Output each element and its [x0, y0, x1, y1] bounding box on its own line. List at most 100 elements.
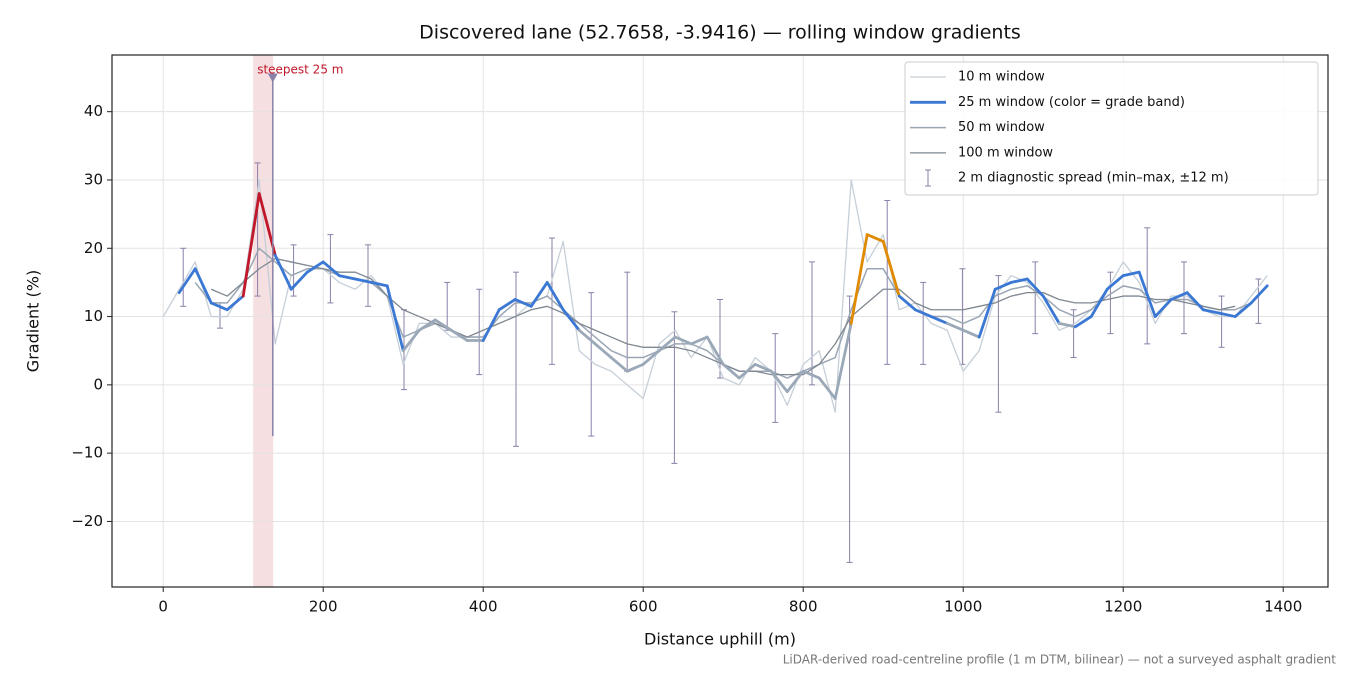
legend-label: 25 m window (color = grade band) [958, 95, 1185, 110]
line-segment [657, 335, 677, 353]
x-tick-label: 1000 [944, 598, 982, 616]
line-segment [273, 253, 293, 291]
line-segment [913, 308, 933, 318]
y-tick-label: 0 [93, 375, 103, 393]
line-segment [1169, 291, 1189, 301]
error-bar [920, 281, 927, 365]
error-bar [846, 295, 853, 563]
x-tick-label: 1400 [1264, 598, 1302, 616]
line-segment [433, 318, 453, 332]
line-segment [737, 362, 757, 380]
error-bar [1070, 309, 1077, 359]
x-tick-label: 0 [158, 598, 168, 616]
y-tick-label: 40 [84, 102, 103, 120]
line-segment [481, 308, 501, 342]
y-tick-label: 20 [84, 239, 103, 257]
line-segment [369, 281, 389, 288]
x-tick-label: 600 [629, 598, 658, 616]
line-segment [817, 376, 837, 400]
line-segment [1137, 270, 1157, 318]
line-segment [881, 240, 901, 298]
line-segment [897, 294, 917, 312]
line-segment [401, 328, 421, 353]
line-segment [801, 369, 821, 380]
plot-frame [111, 54, 1329, 588]
error-bar [513, 271, 519, 447]
line-segment [849, 233, 869, 325]
legend-box [904, 61, 1319, 196]
line-segment [1009, 277, 1029, 284]
line-segment [545, 281, 565, 312]
error-bar [1032, 261, 1039, 335]
line-segment [513, 298, 533, 308]
line-segment [945, 321, 965, 332]
line-segment [1025, 277, 1045, 298]
line-segment [177, 267, 197, 295]
error-bar [809, 261, 815, 386]
line-segment [753, 362, 773, 373]
line-segment [961, 328, 981, 339]
line-segment [833, 321, 853, 400]
line-segment [353, 277, 373, 284]
line-segment [289, 270, 309, 291]
chart-title: Discovered lane (52.7658, -3.9416) — rol… [419, 22, 1021, 44]
y-tick-label: −10 [71, 444, 103, 462]
line-segment [769, 369, 789, 394]
legend-label: 100 m window [958, 145, 1053, 160]
line-segment [1073, 315, 1093, 329]
error-bar [180, 247, 187, 307]
line-segment [625, 362, 645, 373]
x-axis-label: Distance uphill (m) [644, 630, 796, 649]
y-tick-label: −20 [71, 512, 103, 530]
line-segment [1185, 291, 1205, 312]
x-tick-label: 800 [789, 598, 818, 616]
line-segment [673, 335, 693, 346]
line-segment [977, 287, 997, 339]
legend-label: 50 m window [958, 120, 1045, 135]
line-segment [241, 192, 261, 298]
footnote: LiDAR-derived road-centreline profile (1… [783, 653, 1337, 667]
error-bar [1181, 261, 1187, 335]
annotation: steepest 25 m [257, 63, 343, 77]
y-axis-label: Gradient (%) [24, 270, 43, 372]
error-bar [1144, 227, 1151, 345]
error-bar [884, 199, 891, 365]
x-tick-label: 400 [469, 598, 498, 616]
line-segment [1233, 301, 1253, 318]
line-segment [689, 335, 709, 346]
error-bar [671, 311, 678, 464]
error-bar [1107, 271, 1114, 335]
line-segment [1041, 294, 1061, 325]
error-bar [717, 298, 723, 379]
line-segment [305, 260, 325, 274]
line-segment [337, 274, 357, 281]
line-segment [561, 308, 581, 332]
line-segment [225, 294, 245, 312]
line-segment [705, 335, 725, 366]
line-segment [209, 301, 229, 312]
error-bar [588, 292, 595, 437]
error-bar [549, 237, 555, 365]
error-bar [444, 281, 451, 331]
line-segment [577, 328, 597, 346]
error-bar [365, 244, 371, 307]
line-segment [865, 233, 885, 243]
legend: 10 m window 25 m window (color = grade ba… [904, 61, 1319, 196]
line-segment [929, 315, 949, 325]
line-segment [497, 298, 517, 312]
legend-label: 10 m window [958, 70, 1045, 85]
line-segment [385, 284, 405, 353]
line-segment [1057, 321, 1077, 329]
line-segment [193, 267, 213, 305]
line-segment [641, 349, 661, 366]
line-segment [721, 362, 741, 380]
line-segment [417, 318, 437, 332]
line-segment [1249, 284, 1269, 305]
x-tick-label: 1200 [1104, 598, 1142, 616]
error-bar [995, 275, 1002, 413]
legend-label: 2 m diagnostic spread (min–max, ±12 m) [958, 171, 1229, 186]
line-segment [609, 356, 629, 373]
line-segment [529, 281, 549, 308]
line-segment [1217, 311, 1237, 318]
